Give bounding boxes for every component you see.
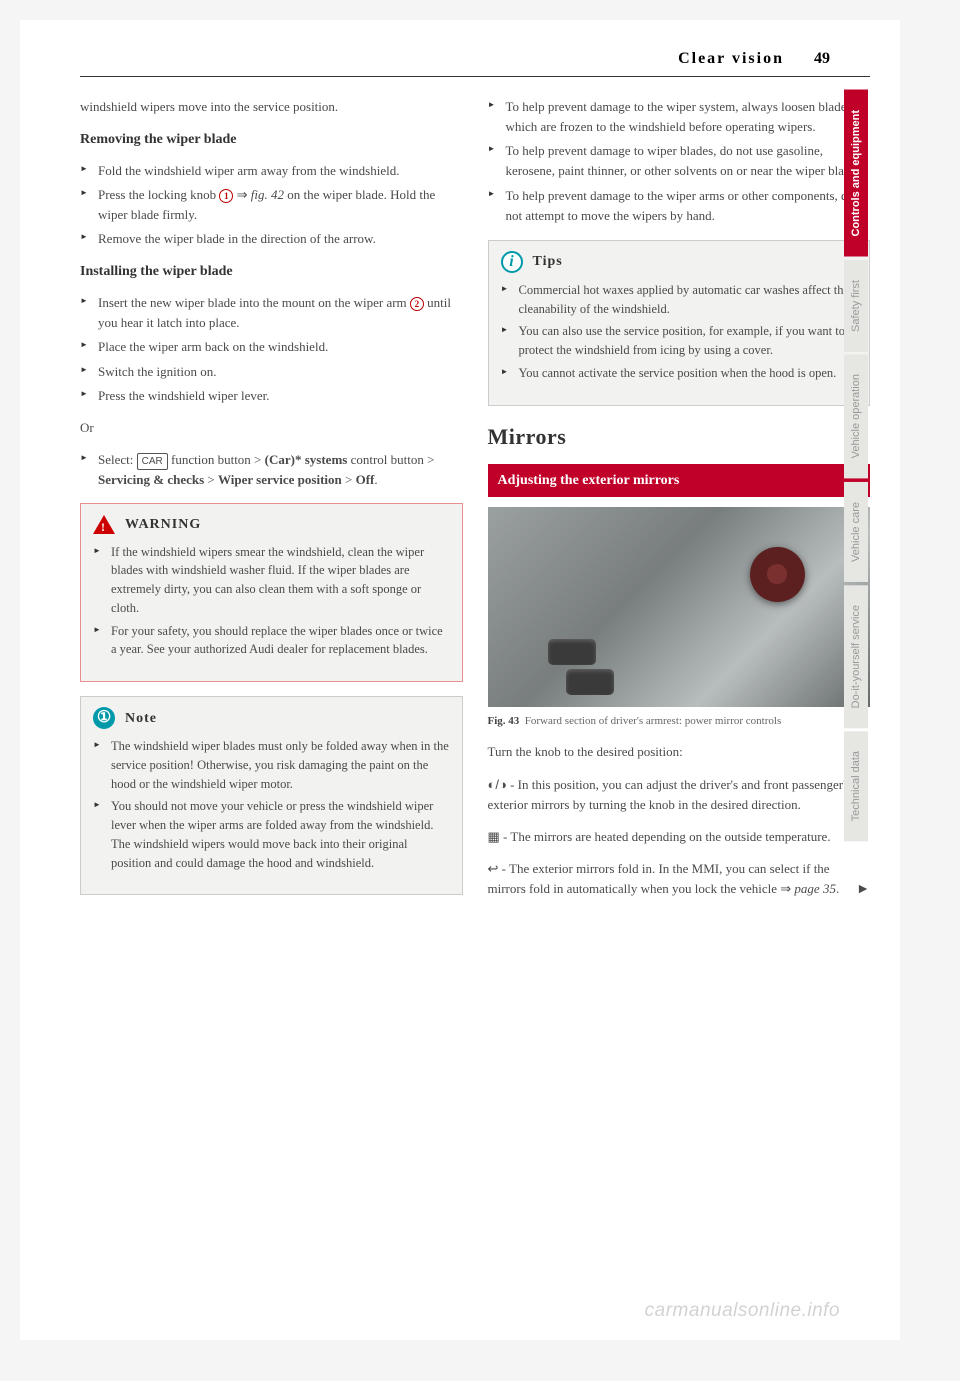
content-columns: windshield wipers move into the service … [20, 97, 900, 911]
subsection-banner: Adjusting the exterior mirrors [488, 464, 871, 498]
tips-item: Commercial hot waxes applied by automati… [501, 281, 858, 319]
tab-operation[interactable]: Vehicle operation [844, 354, 868, 478]
callout-1: 1 [219, 189, 233, 203]
figure-43: B4G-0035 [488, 507, 871, 707]
section-mirrors: Mirrors [488, 420, 871, 454]
note-box: ① Note The windshield wiper blades must … [80, 696, 463, 895]
note-item: You should not move your vehicle or pres… [93, 797, 450, 872]
note-icon: ① [93, 707, 115, 729]
warning-item: For your safety, you should replace the … [93, 622, 450, 660]
figure-caption: Fig. 43 Forward section of driver's armr… [488, 713, 871, 730]
warning-item: If the windshield wipers smear the winds… [93, 543, 450, 618]
continue-arrow-icon: ► [856, 879, 870, 901]
tab-technical[interactable]: Technical data [844, 731, 868, 841]
warning-icon [93, 515, 115, 534]
install-step: Insert the new wiper blade into the moun… [80, 293, 463, 333]
car-button-icon: CAR [137, 453, 168, 471]
tips-box: i Tips Commercial hot waxes applied by a… [488, 240, 871, 406]
side-tabs: Controls and equipment Safety first Vehi… [844, 90, 900, 844]
watermark: carmanualsonline.info [645, 1300, 840, 1322]
heading-removing: Removing the wiper blade [80, 129, 463, 151]
note-header: ① Note [93, 707, 450, 729]
left-column: windshield wipers move into the service … [80, 97, 463, 911]
install-steps: Insert the new wiper blade into the moun… [80, 293, 463, 406]
callout-2: 2 [410, 297, 424, 311]
heated-mirror-icon: ▦ [488, 829, 500, 844]
or-step: Select: CAR function button > (Car)* sys… [80, 450, 463, 491]
note-item: The windshield wiper blades must only be… [93, 737, 450, 793]
warning-title: WARNING [125, 514, 201, 535]
remove-step: Press the locking knob 1 ⇒ fig. 42 on th… [80, 185, 463, 225]
tips-header: i Tips [501, 251, 858, 273]
tab-care[interactable]: Vehicle care [844, 482, 868, 582]
tab-safety[interactable]: Safety first [844, 260, 868, 352]
tab-controls[interactable]: Controls and equipment [844, 90, 868, 257]
install-step: Press the windshield wiper lever. [80, 386, 463, 406]
page-header: Clear vision 49 [80, 50, 870, 77]
warning-box: WARNING If the windshield wipers smear t… [80, 503, 463, 683]
note-item: To help prevent damage to the wiper arms… [488, 186, 871, 226]
tips-title: Tips [533, 251, 563, 272]
note-title: Note [125, 708, 157, 729]
tab-diy[interactable]: Do-it-yourself service [844, 585, 868, 728]
or-steps: Select: CAR function button > (Car)* sys… [80, 450, 463, 491]
install-step: Switch the ignition on. [80, 362, 463, 382]
mirror-position-fold: ↩ - The exterior mirrors fold in. In the… [488, 859, 871, 899]
mirror-position-heat: ▦ - The mirrors are heated depending on … [488, 827, 871, 847]
warning-list: If the windshield wipers smear the winds… [93, 543, 450, 660]
note-continued: To help prevent damage to the wiper syst… [488, 97, 871, 226]
right-column: To help prevent damage to the wiper syst… [488, 97, 871, 911]
tips-icon: i [501, 251, 523, 273]
turn-instruction: Turn the knob to the desired position: [488, 742, 871, 762]
fold-mirror-icon: ↩ [488, 861, 499, 876]
tips-item: You can also use the service position, f… [501, 322, 858, 360]
header-page-number: 49 [814, 50, 830, 68]
tips-list: Commercial hot waxes applied by automati… [501, 281, 858, 383]
install-step: Place the wiper arm back on the windshie… [80, 337, 463, 357]
remove-steps: Fold the windshield wiper arm away from … [80, 161, 463, 250]
note-list: The windshield wiper blades must only be… [93, 737, 450, 872]
armrest-button-graphic [548, 639, 596, 665]
mirror-knob-graphic [750, 547, 805, 602]
manual-page: Clear vision 49 windshield wipers move i… [20, 20, 900, 1340]
intro-text: windshield wipers move into the service … [80, 97, 463, 117]
or-label: Or [80, 418, 463, 438]
tips-item: You cannot activate the service position… [501, 364, 858, 383]
mirror-lr-icon: ◐/◑ [488, 777, 507, 792]
remove-step: Fold the windshield wiper arm away from … [80, 161, 463, 181]
armrest-button-graphic [566, 669, 614, 695]
warning-header: WARNING [93, 514, 450, 535]
mirror-position-adjust: ◐/◑ - In this position, you can adjust t… [488, 775, 871, 815]
heading-installing: Installing the wiper blade [80, 261, 463, 283]
note-item: To help prevent damage to wiper blades, … [488, 141, 871, 181]
note-item: To help prevent damage to the wiper syst… [488, 97, 871, 137]
header-title: Clear vision [678, 50, 784, 68]
remove-step: Remove the wiper blade in the direction … [80, 229, 463, 249]
